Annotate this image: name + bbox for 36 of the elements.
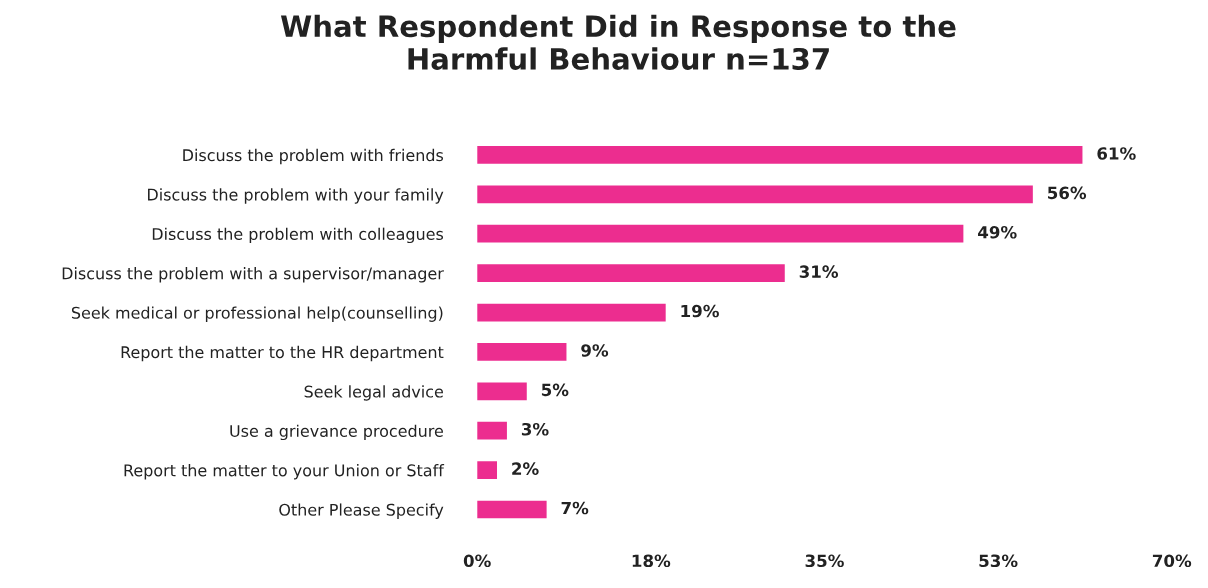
data-label: 61%: [1097, 147, 1136, 160]
data-label: 3%: [521, 422, 549, 436]
data-label: 31%: [799, 265, 839, 278]
y-tick-label: Other Please Specify: [279, 503, 444, 519]
x-tick-label: 35%: [805, 554, 844, 568]
y-tick-label: Report the matter to the HR department: [121, 345, 444, 362]
bar: [477, 303, 666, 322]
x-tick-label: 70%: [1152, 554, 1192, 568]
bar: [477, 461, 498, 479]
bar: [477, 500, 547, 519]
chart-title: What Respondent Did in Response to the Harmful Behaviour n=137: [280, 14, 956, 70]
y-tick-label: Discuss the problem with colleagues: [152, 227, 444, 244]
data-label: 49%: [978, 225, 1017, 239]
y-tick-label: Discuss the problem with a supervisor/manager: [62, 267, 444, 283]
y-tick-label: Seek medical or professional help(counselling): [71, 306, 443, 322]
y-tick-label: Report the matter to your Union or Staff: [124, 464, 445, 480]
bar: [477, 264, 785, 282]
data-label: 9%: [581, 344, 609, 357]
y-tick-label: Use a grievance procedure: [230, 424, 443, 441]
bar: [477, 343, 567, 361]
bar: [477, 224, 964, 243]
data-label: 56%: [1048, 186, 1087, 200]
bar: [477, 382, 527, 401]
data-label: 2%: [512, 462, 539, 475]
x-tick-label: 0%: [463, 554, 491, 568]
data-label: 7%: [561, 501, 589, 515]
bar: [477, 421, 507, 440]
x-tick-label: 18%: [632, 554, 671, 568]
bar: [477, 146, 1083, 164]
bar: [477, 185, 1033, 204]
data-label: 19%: [681, 304, 719, 318]
data-label: 5%: [541, 383, 569, 397]
x-tick-label: 53%: [979, 554, 1018, 568]
y-tick-label: Seek legal advice: [304, 385, 443, 401]
y-tick-label: Discuss the problem with friends: [183, 148, 444, 165]
y-tick-label: Discuss the problem with your family: [148, 188, 444, 204]
